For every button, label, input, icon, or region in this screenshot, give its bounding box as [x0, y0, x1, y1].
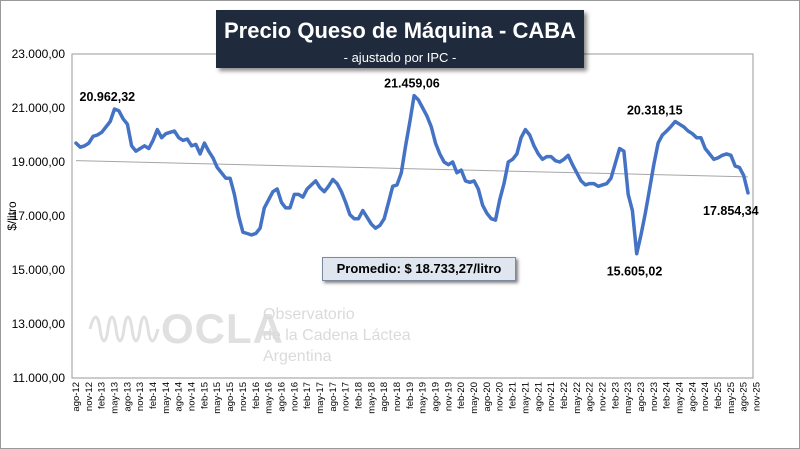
logo-line-2: de la Cadena Láctea — [263, 327, 411, 344]
trend-line — [75, 160, 749, 178]
x-tick-label: feb-16 — [251, 382, 262, 409]
average-label: Promedio: $ 18.733,27/litro — [336, 261, 502, 276]
data-label: 15.605,02 — [607, 265, 663, 279]
x-tick-label: nov-13 — [135, 382, 146, 411]
series-line — [74, 93, 750, 256]
data-label: 20.318,15 — [627, 103, 683, 117]
x-tick-label: may-25 — [726, 382, 737, 414]
y-tick-label: 15.000,00 — [12, 263, 66, 277]
x-tick-label: nov-19 — [443, 382, 454, 411]
x-tick-label: ago-16 — [276, 382, 287, 412]
data-labels: 20.962,32 21.459,06 15.605,02 20.318,15 17.8… — [80, 77, 759, 279]
logo-line-3: Argentina — [263, 348, 332, 365]
x-tick-label: feb-14 — [148, 382, 159, 409]
x-tick-label: feb-22 — [559, 382, 570, 409]
x-tick-label: feb-19 — [405, 382, 416, 409]
x-tick-label: ago-15 — [225, 382, 236, 412]
x-tick-label: nov-14 — [187, 382, 198, 411]
x-tick-label: may-19 — [418, 382, 429, 414]
x-tick-label: feb-13 — [97, 382, 108, 409]
y-tick-label: 13.000,00 — [12, 317, 66, 331]
x-tick-label: nov-18 — [392, 382, 403, 411]
x-tick-label: ago-13 — [122, 382, 133, 412]
x-tick-label: may-14 — [161, 382, 172, 414]
x-tick-label: may-22 — [572, 382, 583, 414]
x-tick-label: feb-17 — [302, 382, 313, 409]
data-label: 21.459,06 — [384, 77, 440, 91]
x-tick-label: may-20 — [469, 382, 480, 414]
y-axis-label: $/litro — [5, 201, 19, 231]
x-tick-label: ago-14 — [174, 382, 185, 412]
x-tick-label: may-15 — [212, 382, 223, 414]
x-tick-label: nov-20 — [495, 382, 506, 411]
y-tick-label: 17.000,00 — [12, 209, 66, 223]
average-box: Promedio: $ 18.733,27/litro — [322, 257, 516, 281]
x-tick-label: ago-20 — [482, 382, 493, 412]
x-tick-label: feb-21 — [508, 382, 519, 409]
x-tick-label: nov-24 — [700, 382, 711, 411]
x-tick-label: ago-23 — [636, 382, 647, 412]
logo-wave-icon — [88, 315, 160, 343]
x-tick-label: nov-22 — [597, 382, 608, 411]
chart-subtitle: - ajustado por IPC - — [343, 50, 457, 65]
x-tick-label: may-24 — [675, 382, 686, 414]
x-tick-label: feb-18 — [353, 382, 364, 409]
x-tick-label: may-21 — [520, 382, 531, 414]
chart-title: Precio Queso de Máquina - CABA — [223, 18, 577, 43]
x-tick-label: nov-21 — [546, 382, 557, 411]
x-tick-label: may-16 — [264, 382, 275, 414]
y-tick-label: 21.000,00 — [12, 101, 66, 115]
x-tick-label: feb-24 — [662, 382, 673, 409]
x-tick-label: may-18 — [366, 382, 377, 414]
x-tick-label: ago-25 — [739, 382, 750, 412]
x-tick-label: feb-23 — [610, 382, 621, 409]
y-tick-label: 11.000,00 — [13, 371, 66, 385]
x-tick-label: feb-25 — [713, 382, 724, 409]
x-tick-label: nov-23 — [649, 382, 660, 411]
title-box: Precio Queso de Máquina - CABA - ajustad… — [216, 10, 584, 68]
x-tick-label: ago-18 — [379, 382, 390, 412]
x-tick-label: ago-21 — [533, 382, 544, 412]
x-tick-label: feb-15 — [199, 382, 210, 409]
data-label: 17.854,34 — [703, 204, 759, 218]
x-axis-ticks: ago-12 nov-12 feb-13 may-13 ago-13 nov-13 feb-… — [71, 382, 763, 414]
logo-wordmark: OCLA — [161, 305, 284, 352]
logo-line-1: Observatorio — [263, 306, 355, 323]
x-tick-label: feb-20 — [456, 382, 467, 409]
x-tick-label: may-23 — [623, 382, 634, 414]
x-tick-label: nov-12 — [84, 382, 95, 411]
x-tick-label: ago-22 — [585, 382, 596, 412]
x-tick-label: ago-17 — [328, 382, 339, 412]
x-tick-label: nov-25 — [752, 382, 763, 411]
x-tick-label: nov-16 — [289, 382, 300, 411]
ocla-logo: OCLA Observatorio de la Cadena Láctea Ar… — [88, 303, 418, 373]
y-tick-label: 23.000,00 — [12, 47, 66, 61]
y-axis-ticks: 11.000,00 13.000,00 15.000,00 17.000,00 19.0… — [12, 47, 66, 385]
y-tick-label: 19.000,00 — [12, 155, 66, 169]
x-tick-label: ago-19 — [431, 382, 442, 412]
x-tick-label: ago-12 — [71, 382, 82, 412]
x-tick-label: may-17 — [315, 382, 326, 414]
x-tick-label: nov-17 — [341, 382, 352, 411]
x-tick-label: nov-15 — [238, 382, 249, 411]
x-tick-label: may-13 — [110, 382, 121, 414]
data-label: 20.962,32 — [80, 90, 136, 104]
x-tick-label: ago-24 — [687, 382, 698, 412]
